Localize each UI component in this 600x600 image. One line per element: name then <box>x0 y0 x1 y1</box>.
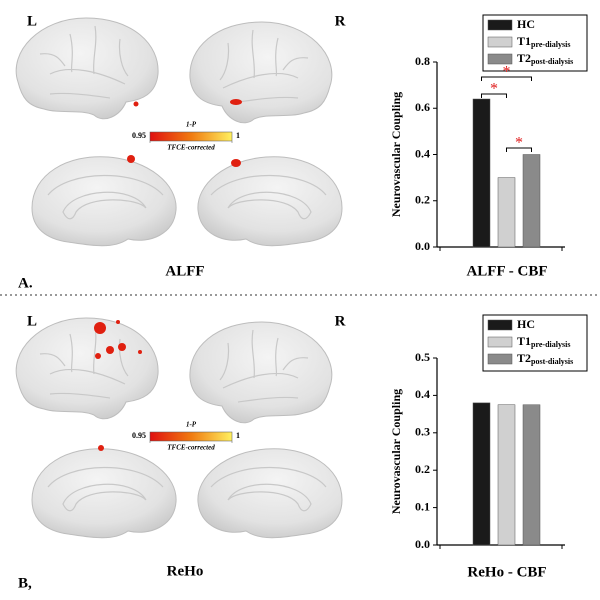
legend-label: HC <box>517 17 535 31</box>
y-tick-label: 0.0 <box>415 537 430 551</box>
map-title: ALFF <box>165 263 204 279</box>
significance-marker: * <box>503 64 511 81</box>
y-tick-label: 0.6 <box>415 100 430 114</box>
colorbar-tick-label: 1 <box>236 131 240 140</box>
legend-label: T2post-dialysis <box>517 351 573 366</box>
brain-lateral-right <box>189 321 333 424</box>
legend-label: T1pre-dialysis <box>517 334 570 349</box>
y-tick-label: 0.3 <box>415 425 430 439</box>
bar <box>497 404 516 546</box>
brain-lateral-left <box>15 17 159 120</box>
legend-subscript: post-dialysis <box>531 57 573 66</box>
y-tick-label: 0.5 <box>415 350 430 364</box>
y-tick-label: 0.2 <box>415 462 430 476</box>
hemisphere-label: R <box>335 13 346 29</box>
y-axis-label: Neurovascular Coupling <box>389 389 403 514</box>
y-axis-label: Neurovascular Coupling <box>389 92 403 217</box>
legend-swatch <box>487 336 513 348</box>
legend-swatch <box>487 319 513 331</box>
y-tick-label: 0.4 <box>415 387 430 401</box>
brain-lateral-right <box>189 21 333 124</box>
bar <box>472 402 491 546</box>
brain-medial-left <box>31 445 177 539</box>
colorbar-title: 1-P <box>186 421 197 429</box>
legend-name: HC <box>517 17 535 31</box>
legend-label: T2post-dialysis <box>517 51 573 66</box>
legend-label: HC <box>517 317 535 331</box>
panel-label: A. <box>18 275 33 291</box>
hemisphere-label: R <box>335 313 346 329</box>
brain-medial-left <box>31 155 177 247</box>
map-title: ReHo <box>167 563 204 579</box>
colorbar-title: 1-P <box>186 121 197 129</box>
colorbar <box>149 131 233 142</box>
legend-label: T1pre-dialysis <box>517 34 570 49</box>
legend-swatch <box>487 19 513 31</box>
brain-lateral-left <box>15 317 159 420</box>
legend-swatch <box>487 53 513 65</box>
bar <box>497 177 516 248</box>
y-tick-label: 0.0 <box>415 239 430 253</box>
legend-name: T1 <box>517 34 531 48</box>
legend-name: T1 <box>517 334 531 348</box>
bar <box>472 98 491 248</box>
legend-name: T2 <box>517 51 531 65</box>
significance-bracket <box>506 147 532 152</box>
significance-marker: * <box>490 81 498 98</box>
y-tick-label: 0.8 <box>415 54 430 68</box>
colorbar-tick-label: 0.95 <box>132 131 146 140</box>
significance-marker: * <box>515 135 523 152</box>
chart-title: ReHo - CBF <box>467 564 546 580</box>
y-tick-label: 0.4 <box>415 146 430 160</box>
brain-medial-right <box>197 156 343 247</box>
bar <box>522 154 541 248</box>
legend-subscript: pre-dialysis <box>531 340 570 349</box>
legend-name: T2 <box>517 351 531 365</box>
brain-medial-right <box>197 448 343 539</box>
legend-swatch <box>487 36 513 48</box>
legend-swatch <box>487 353 513 365</box>
bar <box>522 404 541 546</box>
legend-subscript: post-dialysis <box>531 357 573 366</box>
legend-subscript: pre-dialysis <box>531 40 570 49</box>
hemisphere-label: L <box>27 13 37 29</box>
significance-bracket <box>481 93 507 98</box>
panel-label: B, <box>18 575 32 591</box>
y-tick-label: 0.1 <box>415 499 430 513</box>
colorbar-subtitle: TFCE-corrected <box>167 444 215 452</box>
colorbar-tick-label: 0.95 <box>132 431 146 440</box>
legend-name: HC <box>517 317 535 331</box>
colorbar-tick-label: 1 <box>236 431 240 440</box>
y-tick-label: 0.2 <box>415 193 430 207</box>
colorbar-subtitle: TFCE-corrected <box>167 144 215 152</box>
significance-bracket <box>481 76 532 81</box>
colorbar <box>149 431 233 442</box>
chart-title: ALFF - CBF <box>466 263 547 279</box>
hemisphere-label: L <box>27 313 37 329</box>
